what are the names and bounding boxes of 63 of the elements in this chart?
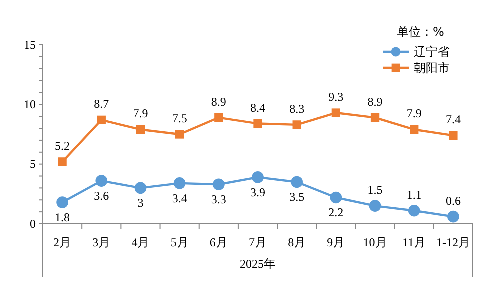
- point: [175, 130, 184, 139]
- x-tick-label: 10月: [363, 236, 388, 250]
- data-label: 7.4: [446, 112, 461, 127]
- point: [292, 120, 302, 130]
- x-tick-label: 3月: [92, 236, 111, 250]
- data-label: 1.8: [55, 210, 70, 225]
- x-tick-label: 2月: [54, 236, 72, 250]
- point: [449, 131, 458, 140]
- data-label: 2.2: [328, 206, 344, 220]
- point: [252, 172, 264, 184]
- x-tick-label: 1-12月: [436, 236, 470, 250]
- point: [174, 178, 186, 190]
- point: [408, 204, 420, 217]
- data-label: 3.3: [211, 192, 226, 207]
- point: [212, 178, 225, 191]
- x-tick-label: 5月: [170, 236, 189, 250]
- x-tick-label: 8月: [288, 236, 306, 250]
- legend-title: 单位：%: [397, 25, 444, 39]
- point: [58, 158, 67, 166]
- data-label: 3.6: [94, 189, 110, 204]
- data-label: 0.6: [446, 194, 461, 208]
- x-tick-label: 9月: [327, 236, 346, 250]
- data-label: 8.9: [368, 94, 383, 109]
- point: [291, 176, 304, 188]
- point: [134, 182, 147, 194]
- x-axis-title: 2025年: [240, 257, 276, 271]
- data-label: 5.2: [55, 138, 70, 153]
- data-label: 3.4: [172, 191, 188, 206]
- point: [369, 200, 382, 212]
- data-label: 3: [138, 196, 144, 210]
- point: [254, 119, 262, 128]
- point: [410, 125, 419, 134]
- point: [97, 116, 106, 125]
- legend-label: 辽宁省: [414, 45, 450, 59]
- data-label: 1.5: [368, 183, 383, 198]
- y-tick-label: 15: [24, 38, 36, 52]
- data-label: 7.5: [172, 112, 188, 126]
- data-label: 7.9: [133, 106, 148, 121]
- point: [136, 125, 146, 134]
- data-label: 3.9: [250, 185, 266, 200]
- data-label: 3.5: [290, 190, 305, 204]
- point: [56, 196, 68, 208]
- x-tick-label: 4月: [132, 236, 150, 250]
- data-label: 8.3: [290, 102, 305, 116]
- point: [332, 108, 341, 118]
- point: [448, 210, 460, 223]
- point: [330, 192, 342, 204]
- data-label: 8.7: [94, 97, 110, 112]
- data-label: 8.4: [250, 100, 266, 115]
- x-tick-label: 7月: [249, 236, 267, 250]
- x-tick-label: 11月: [402, 236, 426, 250]
- point: [214, 113, 224, 122]
- y-tick-label: 5: [30, 157, 36, 172]
- legend-label: 朝阳市: [414, 61, 450, 75]
- data-label: 9.3: [328, 90, 344, 104]
- data-label: 1.1: [406, 188, 422, 202]
- data-label: 8.9: [211, 94, 226, 109]
- point: [370, 113, 380, 122]
- point: [96, 175, 108, 187]
- x-tick-label: 6月: [210, 236, 228, 250]
- y-tick-label: 0: [30, 216, 36, 231]
- data-label: 7.9: [406, 106, 422, 121]
- y-tick-label: 10: [24, 98, 36, 112]
